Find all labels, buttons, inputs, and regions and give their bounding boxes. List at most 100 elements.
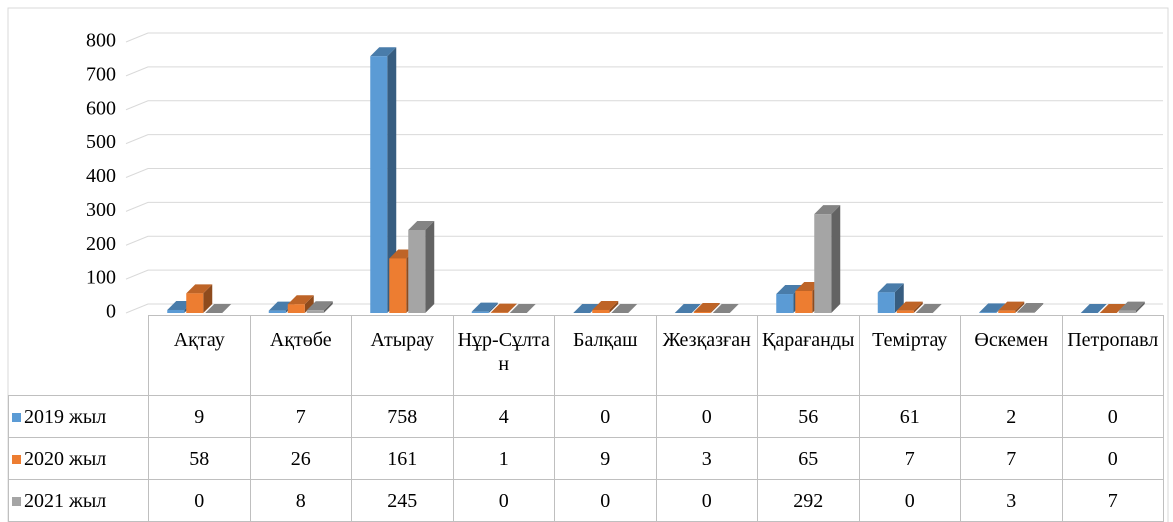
bar-top xyxy=(306,301,333,311)
table-value: 292 xyxy=(757,479,860,522)
table-value: 7 xyxy=(249,395,352,438)
bar-front xyxy=(370,56,388,313)
x-tick-label: Балқаш xyxy=(554,315,657,396)
bar-front xyxy=(1017,311,1035,313)
table-value: 0 xyxy=(655,479,758,522)
bar-front xyxy=(306,310,324,313)
bar xyxy=(712,304,739,313)
bar xyxy=(915,304,942,313)
table-value: 0 xyxy=(554,395,657,438)
bar-top xyxy=(1080,304,1107,313)
table-value: 0 xyxy=(452,479,555,522)
bar-front xyxy=(693,311,711,313)
bar xyxy=(471,302,498,313)
bar-top xyxy=(979,303,1006,313)
table-value: 26 xyxy=(249,437,352,480)
header-row: Ақтау Ақтөбе Атырау Нұр-Сұлтан Балқаш Жезқазғ… xyxy=(8,315,1164,396)
bar xyxy=(674,304,701,313)
corner-cell xyxy=(8,315,149,396)
bar-side xyxy=(304,295,314,313)
bar-top xyxy=(998,301,1025,311)
bar xyxy=(509,304,536,313)
y-tick-label: 500 xyxy=(86,131,116,153)
bar-side xyxy=(1135,301,1145,313)
y-tick-label: 300 xyxy=(86,199,116,221)
bar-front xyxy=(795,290,813,313)
table-value: 0 xyxy=(1061,437,1164,480)
y-tick-label: 100 xyxy=(86,267,116,289)
table-value: 0 xyxy=(655,395,758,438)
bar xyxy=(592,300,619,313)
bar-side xyxy=(609,300,619,313)
bar-top xyxy=(915,304,942,313)
y-tick-label: 0 xyxy=(106,301,116,323)
bar xyxy=(573,304,600,313)
bar-front xyxy=(979,312,997,313)
y-tick-label: 800 xyxy=(86,30,116,52)
bar xyxy=(1099,304,1126,313)
table-value: 9 xyxy=(554,437,657,480)
y-tick-label: 600 xyxy=(86,97,116,119)
bar xyxy=(877,283,904,313)
table-value: 2 xyxy=(960,395,1063,438)
table-value: 61 xyxy=(858,395,961,438)
bar-front xyxy=(814,214,832,313)
bar xyxy=(408,221,435,313)
bar-top xyxy=(674,304,701,313)
bar-top xyxy=(712,304,739,313)
series-row: 2020 жыл 58 26 161 1 9 3 65 7 7 0 xyxy=(8,437,1164,480)
bar-front xyxy=(592,309,610,313)
bar-top xyxy=(693,302,720,312)
table-value: 7 xyxy=(960,437,1063,480)
bar-top xyxy=(776,285,803,295)
x-tick-label: Атырау xyxy=(351,315,454,396)
bar-top xyxy=(408,221,435,231)
legend-cell: 2021 жыл xyxy=(8,479,149,522)
grid-line xyxy=(125,168,1163,178)
table-value: 245 xyxy=(351,479,454,522)
bar-top xyxy=(370,47,397,57)
bar-side xyxy=(323,301,333,313)
table-value: 3 xyxy=(655,437,758,480)
bar xyxy=(287,295,314,313)
bar xyxy=(1118,301,1145,313)
bar xyxy=(896,301,923,313)
bar-side xyxy=(1034,302,1044,313)
table-value: 0 xyxy=(1061,395,1164,438)
bar-top xyxy=(573,304,600,313)
table-value: 758 xyxy=(351,395,454,438)
grid-line xyxy=(125,235,1163,246)
bar xyxy=(306,301,333,313)
bar-front xyxy=(167,309,185,313)
bar-top xyxy=(205,304,232,313)
bar xyxy=(370,47,397,313)
bar-top xyxy=(814,205,841,215)
chart-frame xyxy=(7,7,1169,522)
x-tick-label: Нұр-Сұлтан xyxy=(452,315,555,396)
bar-top xyxy=(509,304,536,313)
legend-label: 2021 жыл xyxy=(24,489,107,512)
bar-side xyxy=(203,284,213,313)
legend-key xyxy=(12,413,21,423)
legend-cell: 2019 жыл xyxy=(8,395,149,438)
bar-side xyxy=(507,303,517,313)
bar xyxy=(1080,304,1107,313)
table-value: 3 xyxy=(960,479,1063,522)
x-tick-label: Ақтау xyxy=(148,315,251,396)
bar-side xyxy=(488,302,498,313)
legend-label: 2020 жыл xyxy=(24,447,107,470)
table-value: 0 xyxy=(554,479,657,522)
bar-top xyxy=(1118,301,1145,311)
bar-front xyxy=(408,230,426,313)
y-tick-label: 700 xyxy=(86,63,116,85)
y-tick-label: 400 xyxy=(86,165,116,187)
x-tick-label: Петропавл xyxy=(1061,315,1164,396)
bar-front xyxy=(268,310,286,313)
bar xyxy=(1017,302,1044,313)
legend-key xyxy=(12,455,21,465)
bar-front xyxy=(896,310,914,313)
bar xyxy=(205,304,232,313)
bar-front xyxy=(776,294,794,313)
bar-side xyxy=(894,283,904,313)
